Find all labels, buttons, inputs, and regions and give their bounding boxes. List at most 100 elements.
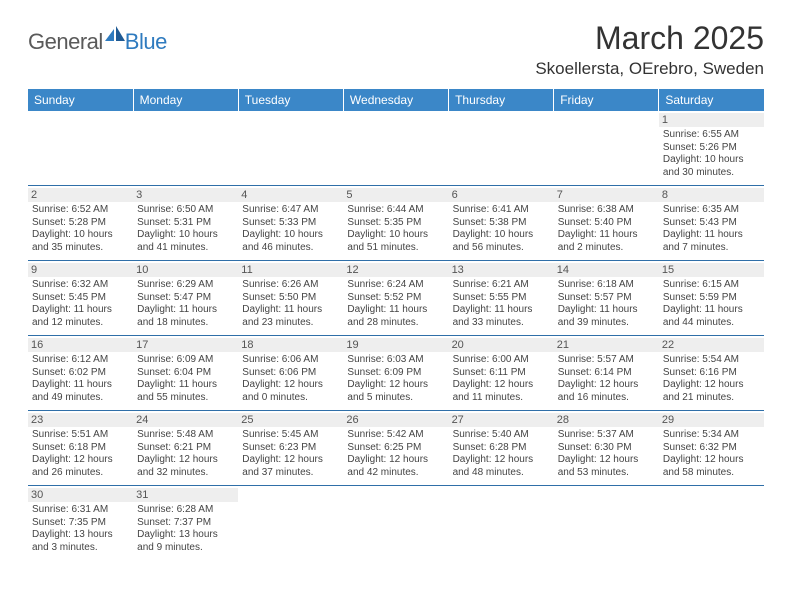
day-info: Sunrise: 6:44 AMSunset: 5:35 PMDaylight:… (347, 204, 444, 254)
calendar-cell: 14Sunrise: 6:18 AMSunset: 5:57 PMDayligh… (554, 261, 659, 336)
calendar-cell: 17Sunrise: 6:09 AMSunset: 6:04 PMDayligh… (133, 336, 238, 411)
daylight-text: Daylight: 11 hours (558, 304, 655, 317)
sunset-text: Sunset: 5:47 PM (137, 292, 234, 305)
daylight-text: and 35 minutes. (32, 242, 129, 255)
day-info: Sunrise: 6:00 AMSunset: 6:11 PMDaylight:… (453, 354, 550, 404)
calendar-cell (343, 111, 448, 186)
daylight-text: and 51 minutes. (347, 242, 444, 255)
day-number: 9 (28, 263, 133, 277)
sunset-text: Sunset: 5:43 PM (663, 217, 760, 230)
sunrise-text: Sunrise: 6:44 AM (347, 204, 444, 217)
daylight-text: Daylight: 13 hours (137, 529, 234, 542)
calendar-week-row: 1 Sunrise: 6:55 AMSunset: 5:26 PMDaylight… (28, 111, 764, 186)
daylight-text: and 26 minutes. (32, 467, 129, 480)
calendar-cell: 4Sunrise: 6:47 AMSunset: 5:33 PMDaylight… (238, 186, 343, 261)
daylight-text: and 30 minutes. (663, 167, 760, 180)
calendar-cell: 22Sunrise: 5:54 AMSunset: 6:16 PMDayligh… (659, 336, 764, 411)
sunrise-text: Sunrise: 5:45 AM (242, 429, 339, 442)
calendar-cell: 8Sunrise: 6:35 AMSunset: 5:43 PMDaylight… (659, 186, 764, 261)
daylight-text: Daylight: 10 hours (347, 229, 444, 242)
day-number: 21 (554, 338, 659, 352)
day-cell: 6Sunrise: 6:41 AMSunset: 5:38 PMDaylight… (449, 186, 554, 258)
day-number: 19 (343, 338, 448, 352)
calendar-table: Sunday Monday Tuesday Wednesday Thursday… (28, 89, 764, 560)
daylight-text: and 3 minutes. (32, 542, 129, 555)
sunset-text: Sunset: 6:30 PM (558, 442, 655, 455)
day-info: Sunrise: 5:34 AMSunset: 6:32 PMDaylight:… (663, 429, 760, 479)
calendar-cell: 29Sunrise: 5:34 AMSunset: 6:32 PMDayligh… (659, 411, 764, 486)
day-cell: 10Sunrise: 6:29 AMSunset: 5:47 PMDayligh… (133, 261, 238, 333)
calendar-cell: 9Sunrise: 6:32 AMSunset: 5:45 PMDaylight… (28, 261, 133, 336)
day-cell: 29Sunrise: 5:34 AMSunset: 6:32 PMDayligh… (659, 411, 764, 483)
daylight-text: and 32 minutes. (137, 467, 234, 480)
sunset-text: Sunset: 5:28 PM (32, 217, 129, 230)
day-info: Sunrise: 5:37 AMSunset: 6:30 PMDaylight:… (558, 429, 655, 479)
calendar-cell: 5 Sunrise: 6:44 AMSunset: 5:35 PMDaylight… (343, 186, 448, 261)
day-number: 1 (659, 113, 764, 127)
day-number: 28 (554, 413, 659, 427)
day-cell: 2Sunrise: 6:52 AMSunset: 5:28 PMDaylight… (28, 186, 133, 258)
calendar-cell: 19Sunrise: 6:03 AMSunset: 6:09 PMDayligh… (343, 336, 448, 411)
day-cell: 25Sunrise: 5:45 AMSunset: 6:23 PMDayligh… (238, 411, 343, 483)
day-number: 31 (133, 488, 238, 502)
calendar-cell (659, 486, 764, 561)
day-number: 20 (449, 338, 554, 352)
day-number: 14 (554, 263, 659, 277)
sunrise-text: Sunrise: 6:31 AM (32, 504, 129, 517)
day-info: Sunrise: 6:15 AMSunset: 5:59 PMDaylight:… (663, 279, 760, 329)
daylight-text: and 42 minutes. (347, 467, 444, 480)
day-number: 24 (133, 413, 238, 427)
daylight-text: and 0 minutes. (242, 392, 339, 405)
daylight-text: and 46 minutes. (242, 242, 339, 255)
sunset-text: Sunset: 6:25 PM (347, 442, 444, 455)
sunset-text: Sunset: 6:32 PM (663, 442, 760, 455)
day-number: 5 (343, 188, 448, 202)
day-cell: 5 Sunrise: 6:44 AMSunset: 5:35 PMDaylight… (343, 186, 448, 258)
sunset-text: Sunset: 5:57 PM (558, 292, 655, 305)
sunset-text: Sunset: 6:09 PM (347, 367, 444, 380)
day-number: 12 (343, 263, 448, 277)
daylight-text: Daylight: 11 hours (242, 304, 339, 317)
month-title: March 2025 (535, 20, 764, 57)
calendar-week-row: 16Sunrise: 6:12 AMSunset: 6:02 PMDayligh… (28, 336, 764, 411)
day-number: 25 (238, 413, 343, 427)
sunrise-text: Sunrise: 5:34 AM (663, 429, 760, 442)
sunset-text: Sunset: 5:35 PM (347, 217, 444, 230)
day-number: 17 (133, 338, 238, 352)
daylight-text: and 7 minutes. (663, 242, 760, 255)
sunrise-text: Sunrise: 6:35 AM (663, 204, 760, 217)
sunset-text: Sunset: 6:14 PM (558, 367, 655, 380)
sunset-text: Sunset: 5:38 PM (453, 217, 550, 230)
day-info: Sunrise: 6:35 AMSunset: 5:43 PMDaylight:… (663, 204, 760, 254)
dow-tuesday: Tuesday (238, 89, 343, 111)
calendar-cell (28, 111, 133, 186)
day-cell: 9Sunrise: 6:32 AMSunset: 5:45 PMDaylight… (28, 261, 133, 333)
day-info: Sunrise: 6:41 AMSunset: 5:38 PMDaylight:… (453, 204, 550, 254)
calendar-cell: 11Sunrise: 6:26 AMSunset: 5:50 PMDayligh… (238, 261, 343, 336)
sunrise-text: Sunrise: 6:12 AM (32, 354, 129, 367)
sunset-text: Sunset: 6:02 PM (32, 367, 129, 380)
calendar-cell (449, 111, 554, 186)
day-number: 7 (554, 188, 659, 202)
daylight-text: Daylight: 11 hours (558, 229, 655, 242)
calendar-cell: 21Sunrise: 5:57 AMSunset: 6:14 PMDayligh… (554, 336, 659, 411)
daylight-text: and 41 minutes. (137, 242, 234, 255)
calendar-cell (133, 111, 238, 186)
day-number: 3 (133, 188, 238, 202)
daylight-text: Daylight: 12 hours (242, 454, 339, 467)
day-cell: 30Sunrise: 6:31 AMSunset: 7:35 PMDayligh… (28, 486, 133, 558)
day-number: 11 (238, 263, 343, 277)
day-info: Sunrise: 6:55 AMSunset: 5:26 PMDaylight:… (663, 129, 760, 179)
day-cell: 11Sunrise: 6:26 AMSunset: 5:50 PMDayligh… (238, 261, 343, 333)
daylight-text: Daylight: 11 hours (663, 229, 760, 242)
day-cell: 14Sunrise: 6:18 AMSunset: 5:57 PMDayligh… (554, 261, 659, 333)
sunrise-text: Sunrise: 5:40 AM (453, 429, 550, 442)
day-info: Sunrise: 5:40 AMSunset: 6:28 PMDaylight:… (453, 429, 550, 479)
sunrise-text: Sunrise: 6:03 AM (347, 354, 444, 367)
day-info: Sunrise: 6:06 AMSunset: 6:06 PMDaylight:… (242, 354, 339, 404)
day-number: 4 (238, 188, 343, 202)
dow-wednesday: Wednesday (343, 89, 448, 111)
day-info: Sunrise: 6:50 AMSunset: 5:31 PMDaylight:… (137, 204, 234, 254)
sunrise-text: Sunrise: 5:51 AM (32, 429, 129, 442)
day-cell: 19Sunrise: 6:03 AMSunset: 6:09 PMDayligh… (343, 336, 448, 408)
